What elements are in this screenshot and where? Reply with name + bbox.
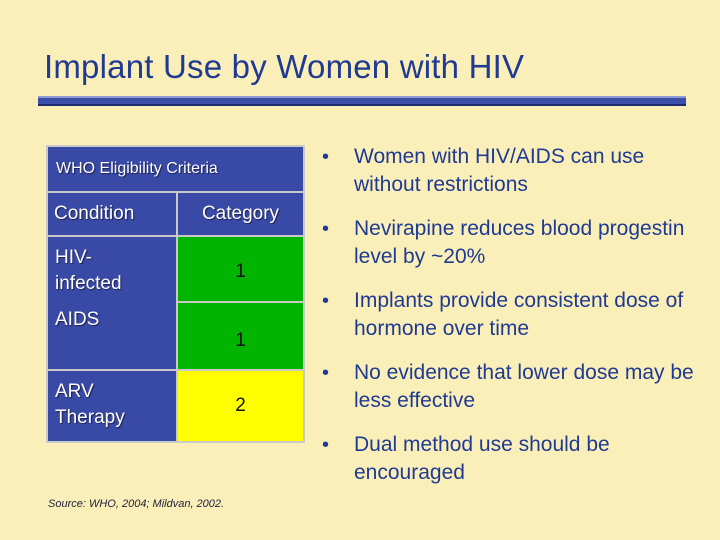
category-hiv-infected: 1 — [177, 236, 304, 302]
bullet-text: Nevirapine reduces blood progestin level… — [354, 217, 685, 268]
category-aids: 1 — [177, 302, 304, 370]
title-underline-bar — [38, 96, 686, 106]
bullet-text: Women with HIV/AIDS can use without rest… — [354, 145, 645, 196]
condition-cell-arv: ARV Therapy — [47, 370, 177, 442]
bullet-dot-icon: • — [322, 218, 330, 240]
bullet-item: • Dual method use should be encouraged — [322, 431, 702, 487]
column-header-category: Category — [177, 192, 304, 236]
bullet-dot-icon: • — [322, 362, 330, 384]
bullet-text: Dual method use should be encouraged — [354, 433, 610, 484]
bullet-item: • Nevirapine reduces blood progestin leve… — [322, 215, 702, 271]
condition-arv-line1: ARV — [55, 381, 94, 402]
bullet-item: • No evidence that lower dose may be less… — [322, 359, 702, 415]
column-header-condition: Condition — [47, 192, 177, 236]
condition-hiv-line2: infected — [55, 273, 122, 294]
bullet-item: • Women with HIV/AIDS can use without res… — [322, 143, 702, 199]
bullet-dot-icon: • — [322, 290, 330, 312]
bullet-dot-icon: • — [322, 434, 330, 456]
category-arv-therapy: 2 — [177, 370, 304, 442]
condition-cell-hiv-aids: HIV- infected AIDS — [47, 236, 177, 370]
slide-title: Implant Use by Women with HIV — [44, 48, 525, 85]
who-eligibility-table: WHO Eligibility Criteria Condition Categ… — [46, 145, 305, 443]
condition-arv-line2: Therapy — [55, 407, 125, 428]
table-header: WHO Eligibility Criteria — [47, 146, 304, 192]
bullet-item: • Implants provide consistent dose of hor… — [322, 287, 702, 343]
bullet-text: Implants provide consistent dose of horm… — [354, 289, 684, 340]
source-citation: Source: WHO, 2004; Mildvan, 2002. — [48, 498, 225, 510]
condition-hiv-line1: HIV- — [55, 247, 92, 268]
bullet-text: No evidence that lower dose may be less … — [354, 361, 694, 412]
bullet-list: • Women with HIV/AIDS can use without res… — [322, 143, 702, 503]
bullet-dot-icon: • — [322, 146, 330, 168]
condition-aids: AIDS — [55, 309, 100, 330]
